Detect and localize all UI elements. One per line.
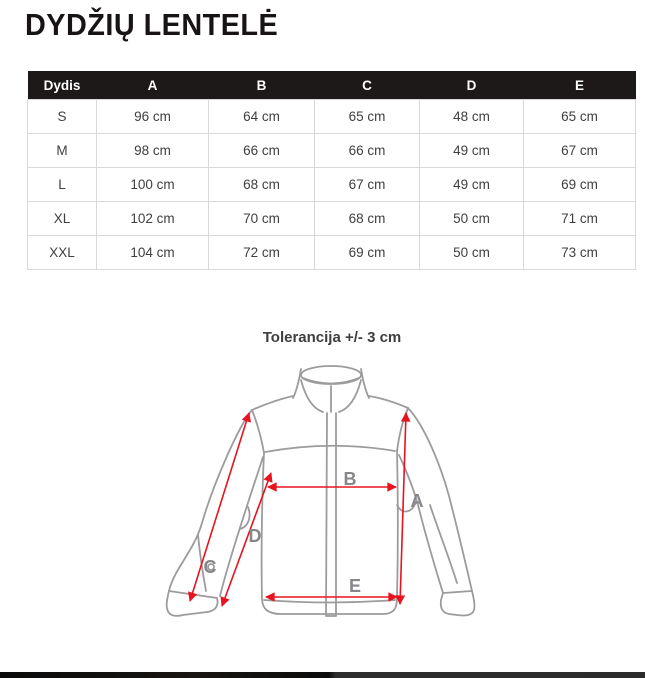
cell: 48 cm	[419, 99, 524, 134]
table-row: XL 102 cm 70 cm 68 cm 50 cm 71 cm	[27, 201, 636, 236]
cell-size: S	[27, 99, 97, 134]
cell-size: XXL	[27, 235, 97, 270]
cell: 71 cm	[523, 201, 636, 236]
jacket-outline	[165, 365, 476, 617]
cell: 65 cm	[314, 99, 420, 134]
cell: 49 cm	[419, 133, 524, 168]
table-row: XXL 104 cm 72 cm 69 cm 50 cm 73 cm	[27, 235, 636, 270]
measurement-arrow-c	[188, 412, 251, 602]
size-table: Dydis A B C D E S 96 cm 64 cm 65 cm 48 c…	[27, 71, 636, 270]
tolerance-note: Tolerancija +/- 3 cm	[262, 329, 402, 346]
cell: 68 cm	[314, 201, 420, 236]
cell: 49 cm	[419, 167, 524, 202]
cell: 67 cm	[523, 133, 636, 168]
cell: 64 cm	[208, 99, 315, 134]
footer-bar	[0, 672, 645, 678]
column-header-dydis: Dydis	[27, 71, 97, 100]
cell: 66 cm	[314, 133, 420, 168]
cell: 50 cm	[419, 235, 524, 270]
cell: 73 cm	[523, 235, 636, 270]
cell: 96 cm	[96, 99, 209, 134]
measurement-label-b: B	[344, 469, 357, 489]
cell: 69 cm	[523, 167, 636, 202]
cell-size: XL	[27, 201, 97, 236]
column-header-d: D	[419, 71, 524, 100]
cell: 50 cm	[419, 201, 524, 236]
cell-size: M	[27, 133, 97, 168]
page-title: DYDŽIŲ LENTELĖ	[25, 7, 279, 42]
measurement-arrow-d	[220, 472, 273, 607]
table-row: S 96 cm 64 cm 65 cm 48 cm 65 cm	[27, 99, 636, 134]
measurement-label-c: C	[204, 557, 217, 577]
measurement-label-d: D	[249, 526, 262, 546]
cell: 68 cm	[208, 167, 315, 202]
column-header-b: B	[208, 71, 315, 100]
table-row: L 100 cm 68 cm 67 cm 49 cm 69 cm	[27, 167, 636, 202]
cell: 100 cm	[96, 167, 209, 202]
jacket-measurement-diagram: A B C D E	[165, 365, 476, 617]
column-header-a: A	[96, 71, 209, 100]
table-row: M 98 cm 66 cm 66 cm 49 cm 67 cm	[27, 133, 636, 168]
cell: 102 cm	[96, 201, 209, 236]
measurement-arrows	[188, 412, 411, 607]
table-header-row: Dydis A B C D E	[27, 71, 636, 100]
column-header-c: C	[314, 71, 420, 100]
measurement-arrow-a	[395, 412, 411, 605]
cell: 66 cm	[208, 133, 315, 168]
cell: 67 cm	[314, 167, 420, 202]
cell: 69 cm	[314, 235, 420, 270]
measurement-label-a: A	[411, 491, 424, 511]
cell: 72 cm	[208, 235, 315, 270]
measurement-label-e: E	[349, 576, 361, 596]
column-header-e: E	[523, 71, 636, 100]
cell: 98 cm	[96, 133, 209, 168]
cell: 65 cm	[523, 99, 636, 134]
cell-size: L	[27, 167, 97, 202]
cell: 70 cm	[208, 201, 315, 236]
measurement-labels: A B C D E	[204, 469, 424, 596]
cell: 104 cm	[96, 235, 209, 270]
